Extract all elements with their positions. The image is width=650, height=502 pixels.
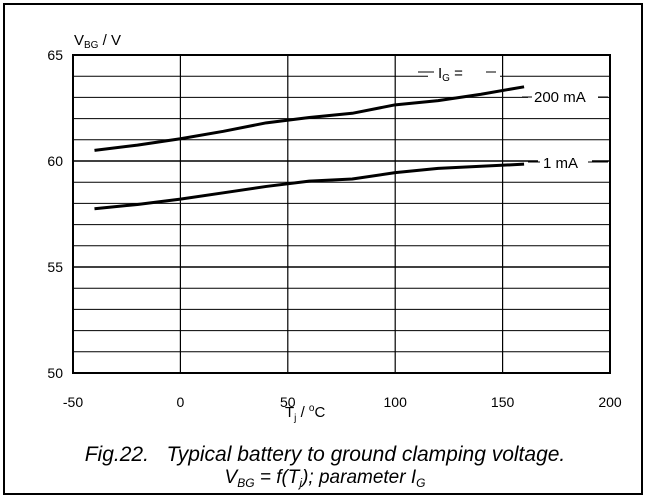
x-tick-label: 150 [491, 394, 515, 410]
y-tick-label: 65 [47, 47, 63, 63]
caption-line-1: Fig.22. Typical battery to ground clampi… [85, 443, 566, 466]
tick-labels: -50 0 50 100 150 200 50 55 60 65 [47, 47, 621, 410]
series-label-200ma: 200 mA [534, 89, 586, 106]
figure-frame [3, 3, 643, 495]
series-label-1ma: 1 mA [543, 155, 578, 172]
series-line-0 [94, 85, 525, 152]
series-label-1ma-group: 1 mA [528, 154, 608, 172]
series-label-200ma-group: 200 mA [522, 88, 608, 106]
grid [73, 55, 610, 373]
series-line-1 [94, 162, 525, 211]
y-axis-label: VBG / V [74, 32, 121, 51]
legend-title: IG = [438, 65, 463, 84]
y-tick-label: 60 [47, 153, 63, 169]
legend: IG = [418, 62, 500, 84]
y-tick-label: 50 [47, 365, 63, 381]
caption-line-2: VBG = f(Tj); parameter IG [225, 467, 426, 490]
x-tick-label: -50 [63, 394, 83, 410]
x-tick-label: 50 [280, 394, 296, 410]
x-tick-label: 0 [177, 394, 185, 410]
series-group [94, 85, 525, 211]
x-tick-label: 200 [598, 394, 622, 410]
x-axis-label: Tj / oC [285, 403, 325, 424]
plot-border [72, 54, 611, 374]
x-tick-label: 100 [384, 394, 408, 410]
y-tick-label: 55 [47, 259, 63, 275]
